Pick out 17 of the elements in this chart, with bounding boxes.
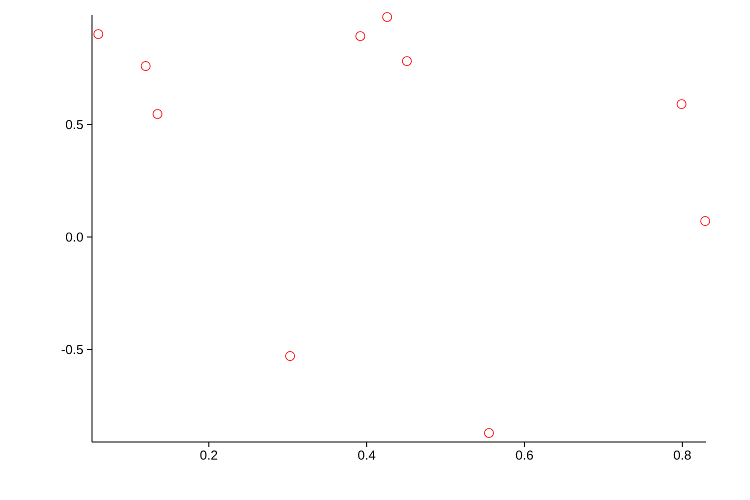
point	[285, 351, 295, 361]
point	[484, 428, 494, 438]
point	[93, 29, 104, 40]
x-tick-label: 0.4	[358, 450, 376, 460]
x-tick-label: 0.6	[516, 450, 533, 460]
y-tick-label: -0.5	[62, 344, 83, 354]
point	[140, 61, 151, 71]
y-tick-label: 0.5	[66, 120, 83, 130]
x-tick-label: 0.8	[674, 450, 691, 460]
x-tick-label: 0.2	[200, 450, 218, 460]
point	[152, 109, 162, 119]
point	[402, 56, 412, 66]
point	[382, 12, 392, 22]
point	[700, 216, 710, 226]
point	[355, 31, 366, 42]
y-tick-label: 0.0	[66, 232, 83, 242]
point	[676, 99, 686, 109]
